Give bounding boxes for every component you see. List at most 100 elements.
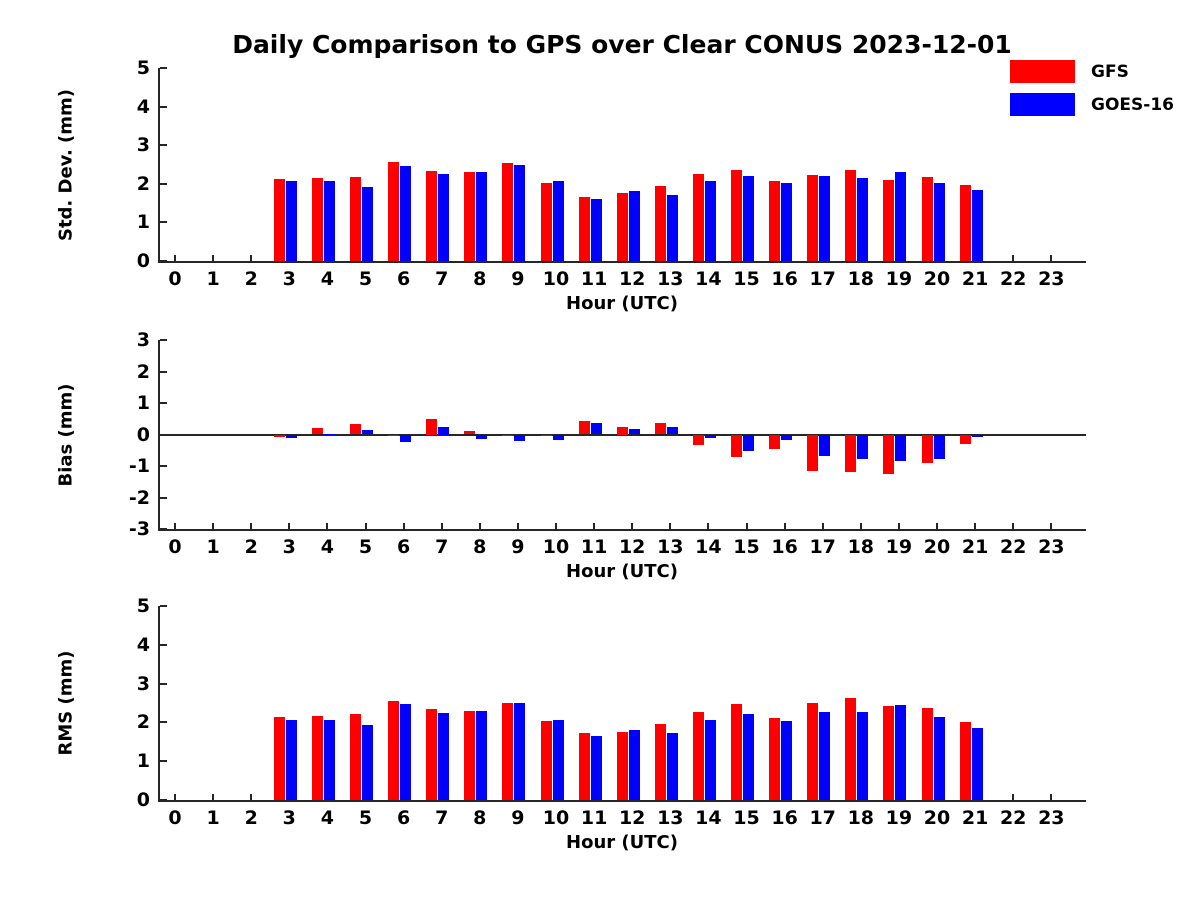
x-tick-label: 3	[282, 268, 296, 290]
bar-gfs-h15	[731, 169, 742, 261]
bar-goes-16-h6	[400, 165, 412, 261]
bar-goes-16-h7	[438, 712, 450, 800]
x-tick-label: 22	[999, 807, 1027, 829]
bar-gfs-h8	[464, 710, 476, 800]
x-tick	[212, 794, 215, 800]
bar-goes-16-h21	[971, 727, 983, 800]
bar-gfs-h14	[692, 712, 704, 800]
bar-gfs-h16	[769, 181, 781, 261]
x-tick-label: 19	[885, 807, 913, 829]
x-tick-label: 14	[695, 268, 722, 290]
legend-label-goes16: GOES-16	[1091, 94, 1174, 115]
bar-goes-16-h12	[628, 191, 640, 261]
x-tick	[1050, 523, 1053, 529]
zero-baseline	[158, 433, 1086, 436]
bar-goes-16-h17	[819, 175, 831, 261]
x-tick	[1050, 255, 1053, 261]
bar-gfs-h15	[731, 704, 742, 800]
x-tick-label: 7	[435, 807, 449, 829]
x-tick-label: 1	[206, 268, 220, 290]
x-tick-label: 8	[473, 268, 487, 290]
x-tick-label: 11	[580, 807, 608, 829]
x-tick-label: 3	[282, 807, 296, 829]
x-tick-label: 21	[961, 807, 989, 829]
bar-goes-16-h9	[514, 164, 526, 261]
x-tick-label: 13	[657, 268, 684, 290]
x-tick-label: 11	[580, 268, 608, 290]
x-tick-label: 5	[358, 268, 373, 290]
bar-gfs-h17	[807, 174, 819, 261]
x-tick-label: 14	[695, 536, 722, 558]
bar-goes-16-h10	[552, 434, 564, 440]
bar-gfs-h7	[426, 171, 438, 261]
bar-gfs-h21	[959, 184, 971, 261]
x-tick-label: 3	[282, 536, 296, 558]
y-tick-label: 1	[136, 392, 150, 414]
y-tick-label: 2	[136, 360, 150, 383]
x-tick-label: 20	[923, 268, 951, 290]
x-tick	[1012, 794, 1015, 800]
x-tick-label: 16	[771, 807, 798, 829]
bar-goes-16-h13	[666, 426, 678, 435]
y-tick-label: -2	[128, 486, 150, 509]
x-tick-label: 15	[733, 536, 760, 558]
bar-gfs-h13	[654, 186, 666, 261]
y-tick-label: 0	[136, 423, 150, 446]
bar-goes-16-h19	[895, 704, 907, 800]
bar-gfs-h3	[273, 434, 285, 438]
x-tick-label: 13	[657, 536, 684, 558]
x-tick-label: 5	[358, 536, 373, 558]
bar-goes-16-h17	[819, 711, 831, 800]
bar-gfs-h21	[959, 722, 971, 800]
bar-gfs-h13	[654, 422, 666, 435]
y-tick	[160, 221, 167, 224]
x-tick-label: 0	[168, 807, 182, 829]
gfs-color-swatch	[1010, 60, 1075, 83]
y-tick	[160, 721, 167, 724]
bar-goes-16-h7	[438, 426, 450, 435]
x-tick-label: 2	[244, 807, 258, 829]
x-axis-label: Hour (UTC)	[566, 561, 678, 582]
y-tick	[160, 799, 167, 801]
x-tick-label: 1	[206, 536, 220, 558]
x-tick	[859, 523, 862, 529]
x-tick-label: 20	[923, 807, 951, 829]
x-tick-label: 17	[809, 807, 836, 829]
x-tick	[821, 523, 824, 529]
x-tick	[174, 255, 176, 261]
bar-goes-16-h14	[704, 181, 716, 261]
x-tick-label: 16	[771, 268, 798, 290]
bar-goes-16-h4	[323, 180, 335, 261]
bar-gfs-h5	[350, 176, 361, 261]
x-tick-label: 18	[847, 268, 875, 290]
bar-gfs-h18	[845, 434, 857, 472]
y-axis-label: RMS (mm)	[55, 650, 77, 756]
x-tick-label: 5	[358, 807, 373, 829]
bar-gfs-h17	[807, 703, 819, 800]
x-tick-label: 2	[244, 268, 258, 290]
y-tick	[160, 760, 167, 763]
bar-goes-16-h16	[781, 434, 793, 440]
x-tick-label: 7	[435, 536, 449, 558]
bar-goes-16-h8	[476, 710, 488, 800]
bar-goes-16-h18	[857, 711, 869, 800]
y-tick	[160, 67, 167, 69]
bar-gfs-h19	[883, 434, 895, 474]
x-tick	[250, 523, 253, 529]
bar-goes-16-h15	[743, 176, 754, 261]
x-tick	[783, 523, 786, 529]
x-tick-label: 17	[809, 536, 836, 558]
y-tick-label: 0	[136, 789, 150, 811]
x-tick	[478, 523, 481, 529]
y-tick-label: 3	[136, 134, 150, 157]
bar-gfs-h17	[807, 434, 819, 471]
y-tick-label: 1	[136, 750, 150, 773]
bar-goes-16-h18	[857, 177, 869, 261]
x-tick-label: 8	[473, 807, 487, 829]
y-tick-label: 2	[136, 172, 150, 195]
bar-gfs-h7	[426, 418, 438, 435]
y-tick	[160, 370, 167, 373]
y-tick-label: 5	[136, 595, 150, 617]
bar-gfs-h14	[692, 434, 704, 445]
